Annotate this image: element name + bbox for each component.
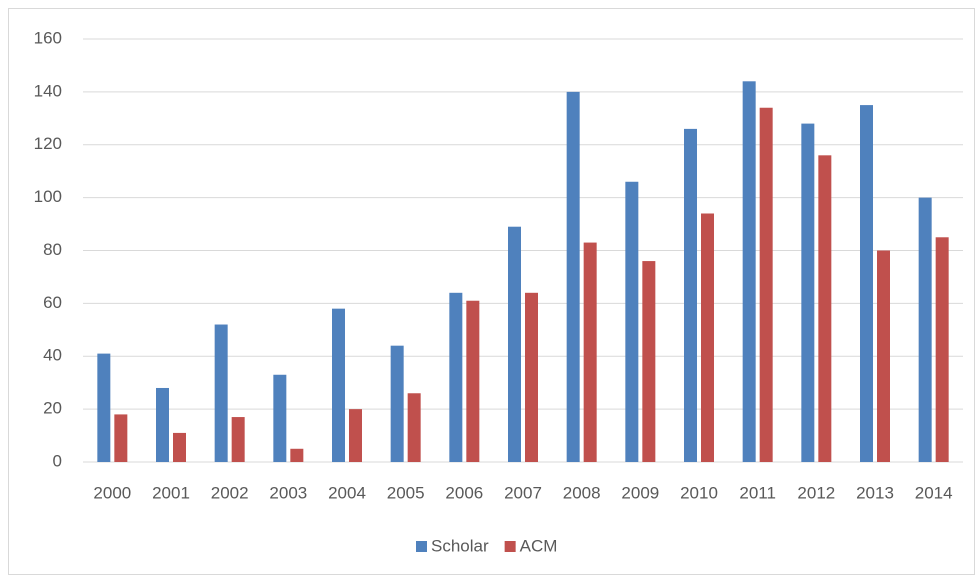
legend-label: ACM [520,536,558,555]
bar [407,393,421,462]
y-tick-label: 160 [34,28,62,47]
bar [642,261,656,462]
bar [742,81,756,463]
bar [877,250,890,462]
legend-swatch [504,541,516,552]
y-tick-label: 40 [43,346,62,365]
bar [684,128,697,462]
y-tick-label: 60 [43,293,62,312]
bar [466,300,480,462]
bar [801,123,815,462]
x-tick-label: 2007 [504,483,542,502]
bar [525,292,538,462]
bar [759,107,773,463]
bar [818,155,832,462]
x-tick-label: 2009 [621,483,659,502]
bar [332,308,345,462]
bar [860,105,873,462]
x-tick-label: 2000 [93,483,131,502]
x-tick-label: 2004 [328,483,366,502]
bar [349,409,362,462]
y-tick-label: 0 [53,451,62,470]
x-tick-label: 2003 [269,483,307,502]
bar [114,414,128,462]
bar [173,432,186,462]
bar [390,345,404,462]
x-tick-label: 2008 [563,483,601,502]
bar [508,226,521,462]
bar [231,417,245,462]
bar [625,181,639,462]
bar [156,387,169,462]
bar [701,213,714,462]
legend-swatch [416,541,427,552]
x-tick-label: 2012 [797,483,835,502]
x-tick-label: 2001 [152,483,190,502]
bar [214,324,228,462]
x-tick-label: 2005 [387,483,425,502]
legend-label: Scholar [431,536,489,555]
bar [273,374,287,462]
y-tick-label: 80 [43,240,62,259]
bar [935,237,949,462]
y-tick-label: 120 [34,134,62,153]
bar [583,242,597,462]
y-tick-label: 100 [34,187,62,206]
x-tick-label: 2002 [211,483,249,502]
y-tick-label: 20 [43,399,62,418]
x-tick-label: 2014 [915,483,953,502]
x-tick-label: 2006 [445,483,483,502]
x-tick-label: 2013 [856,483,894,502]
bar [566,91,580,462]
x-tick-label: 2011 [739,483,776,502]
x-tick-label: 2010 [680,483,718,502]
bar [290,448,304,462]
bar [449,292,463,462]
bar [97,353,111,462]
bar [918,197,932,462]
y-tick-label: 140 [34,81,62,100]
